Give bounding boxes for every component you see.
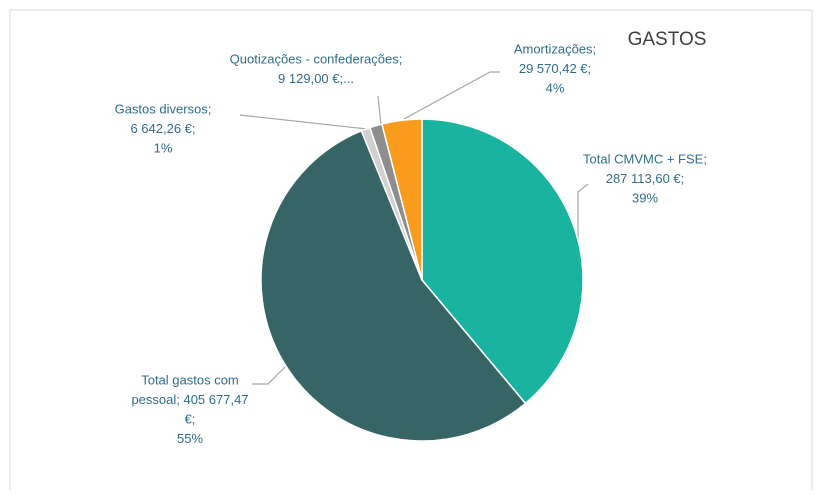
data-label: pessoal; 405 677,47 (131, 392, 248, 407)
pie-slice (380, 118, 423, 281)
data-label: Total CMVMC + FSE; (583, 151, 707, 166)
pie-slice (421, 118, 584, 405)
data-label: 39% (632, 190, 658, 205)
data-label: Quotizações - confederações; (230, 51, 403, 66)
leader-line (403, 71, 500, 120)
chart-frame (9, 9, 813, 490)
leader-line (577, 183, 589, 240)
data-label: 1% (154, 140, 173, 155)
data-label: €; (185, 411, 196, 426)
pie-slice (260, 129, 527, 442)
data-label: Gastos diversos; (115, 101, 212, 116)
data-label: Amortizações; (514, 41, 596, 56)
data-label: 287 113,60 €; (606, 171, 685, 186)
chart-title: GASTOS (628, 29, 707, 50)
leader-line (252, 361, 291, 385)
data-label: 9 129,00 €;... (278, 71, 354, 86)
leader-line (239, 114, 368, 130)
data-label: Total gastos com (141, 372, 239, 387)
data-label: 29 570,42 €; (519, 61, 591, 76)
data-label: 4% (546, 80, 565, 95)
data-label: 6 642,26 €; (130, 121, 195, 136)
data-label: 55% (177, 431, 203, 446)
leader-line (377, 95, 382, 126)
